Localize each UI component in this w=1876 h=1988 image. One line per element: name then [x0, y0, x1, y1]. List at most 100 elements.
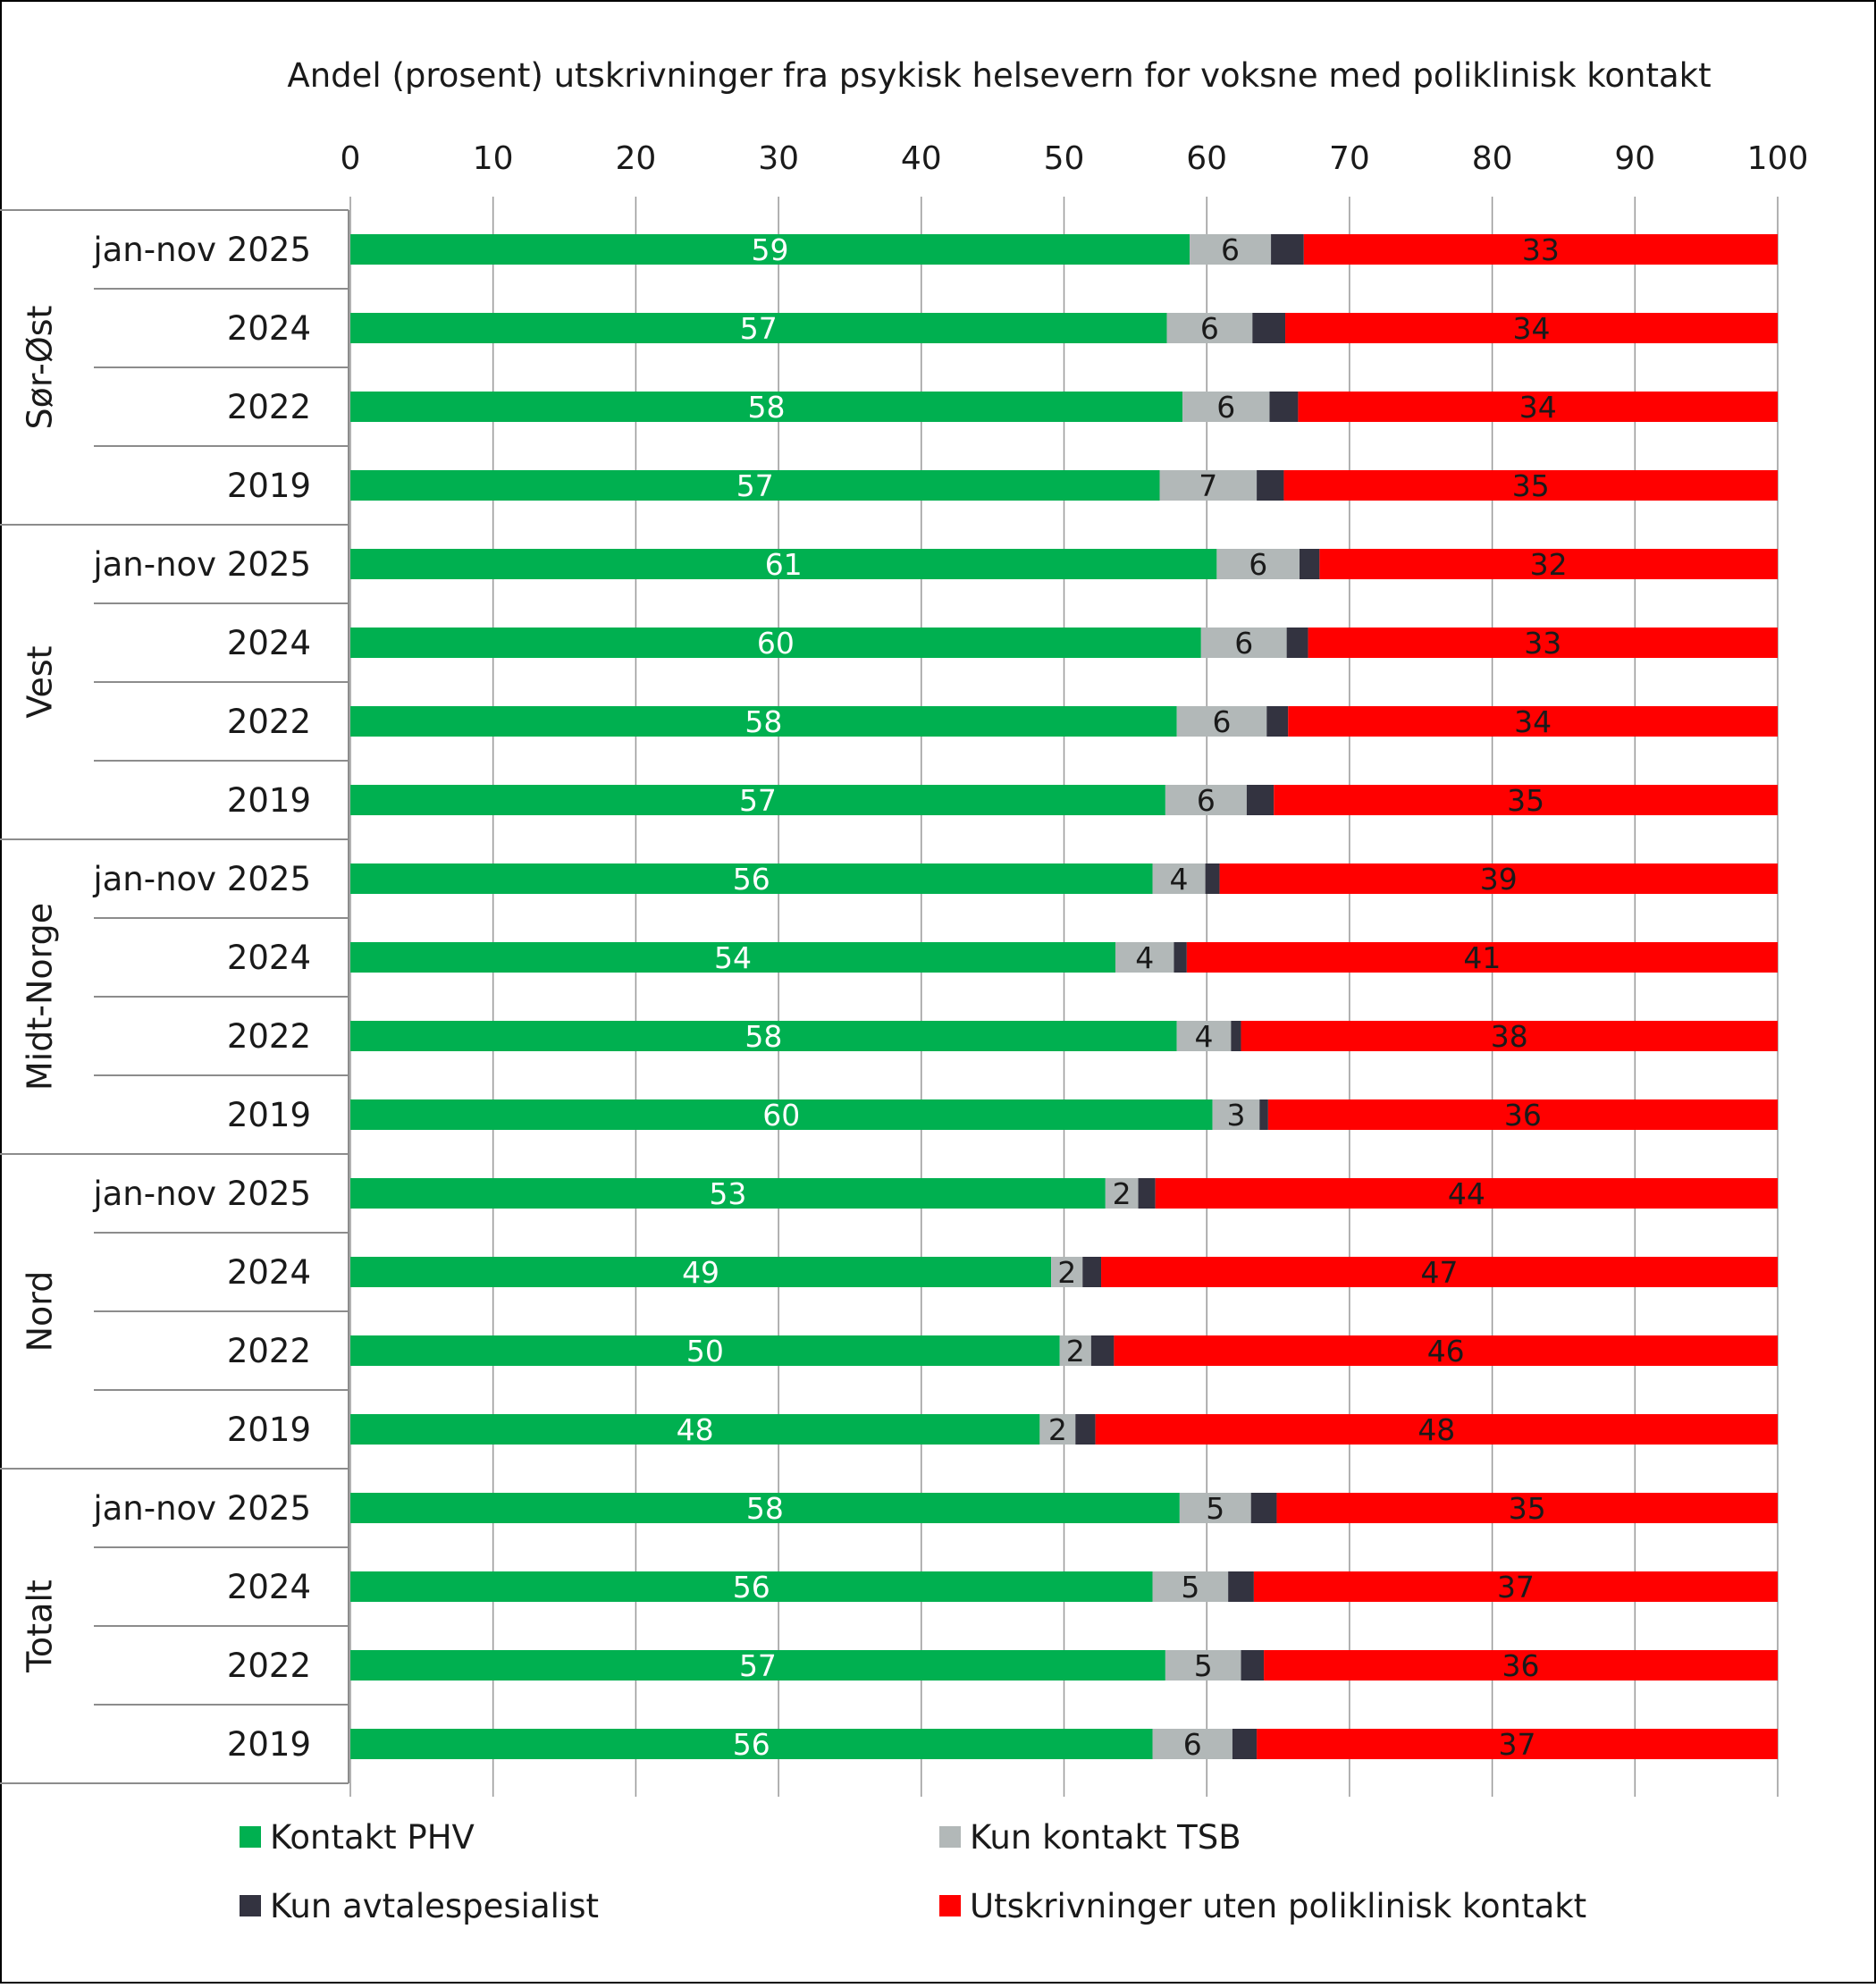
- bar-segment: [1190, 234, 1272, 265]
- bar-segment: [350, 1257, 1052, 1287]
- data-label: 57: [739, 783, 777, 818]
- bar-segment: [1308, 628, 1778, 658]
- data-label: 60: [762, 1098, 800, 1133]
- data-label: 6: [1221, 232, 1240, 267]
- data-label: 57: [739, 1648, 777, 1683]
- bar-segment: [1288, 706, 1778, 737]
- bar-segment: [1231, 1021, 1241, 1051]
- legend-swatch: [240, 1895, 261, 1916]
- category-label: jan-nov 2025: [92, 231, 311, 269]
- bar-segment: [1241, 1650, 1265, 1681]
- category-label: 2024: [227, 624, 311, 662]
- bar-segment: [1298, 392, 1778, 422]
- data-label: 4: [1195, 1019, 1214, 1054]
- bar-segment: [1276, 1493, 1778, 1523]
- data-label: 5: [1206, 1491, 1224, 1526]
- group-label: Vest: [21, 645, 60, 718]
- bar-segment: [350, 234, 1190, 265]
- data-label: 36: [1502, 1648, 1540, 1683]
- bar-segment: [1155, 1178, 1778, 1209]
- data-label: 53: [709, 1176, 746, 1211]
- category-label: 2024: [227, 309, 311, 348]
- bar-segment: [1159, 470, 1258, 501]
- bar-segment: [350, 1335, 1060, 1366]
- group-label: Midt-Norge: [21, 903, 60, 1091]
- data-label: 6: [1249, 547, 1267, 582]
- data-label: 56: [733, 1570, 770, 1605]
- bar-segment: [1232, 1729, 1258, 1759]
- data-label: 47: [1421, 1255, 1459, 1290]
- data-label: 2: [1048, 1412, 1067, 1447]
- data-label: 58: [745, 704, 782, 739]
- data-label: 6: [1234, 626, 1253, 661]
- x-tick-label: 80: [1472, 140, 1513, 177]
- data-label: 34: [1514, 704, 1552, 739]
- category-label: 2024: [227, 939, 311, 977]
- bar-segment: [1241, 1021, 1778, 1051]
- bar-segment: [350, 706, 1177, 737]
- bar-segment: [1090, 1335, 1115, 1366]
- data-label: 37: [1499, 1727, 1536, 1762]
- bar-segment: [1166, 313, 1253, 343]
- bar-segment: [1152, 1729, 1232, 1759]
- bar-segment: [1115, 942, 1174, 973]
- bar-segment: [1219, 863, 1778, 894]
- data-label: 6: [1212, 704, 1231, 739]
- data-label: 5: [1194, 1648, 1213, 1683]
- bar-segment: [350, 1099, 1213, 1130]
- category-label: jan-nov 2025: [92, 860, 311, 898]
- data-label: 32: [1530, 547, 1568, 582]
- legend-swatch: [240, 1826, 261, 1848]
- data-label: 37: [1497, 1570, 1535, 1605]
- bar-segment: [1257, 470, 1284, 501]
- data-label: 39: [1480, 862, 1518, 897]
- category-label: 2019: [227, 1725, 311, 1764]
- bar-segment: [1082, 1257, 1102, 1287]
- data-label: 6: [1197, 783, 1216, 818]
- data-label: 50: [686, 1334, 724, 1369]
- data-label: 35: [1512, 468, 1550, 503]
- data-label: 60: [757, 626, 795, 661]
- category-label: 2019: [227, 467, 311, 505]
- bar-segment: [350, 470, 1160, 501]
- bar-segment: [350, 549, 1217, 579]
- bar-segment: [1165, 1650, 1241, 1681]
- data-label: 36: [1504, 1098, 1542, 1133]
- category-label: 2024: [227, 1568, 311, 1606]
- category-label: 2019: [227, 1411, 311, 1449]
- data-label: 48: [677, 1412, 714, 1447]
- bar-segment: [1205, 863, 1220, 894]
- bar-segment: [1300, 549, 1320, 579]
- bar-segment: [1059, 1335, 1091, 1366]
- x-tick-label: 70: [1329, 140, 1370, 177]
- bar-segment: [1176, 706, 1267, 737]
- bar-segment: [1285, 313, 1778, 343]
- data-label: 6: [1183, 1727, 1202, 1762]
- bar-segment: [1266, 706, 1289, 737]
- x-tick-label: 30: [758, 140, 799, 177]
- x-tick-label: 50: [1044, 140, 1085, 177]
- data-label: 7: [1199, 468, 1217, 503]
- legend-swatch: [939, 1895, 961, 1916]
- bar-segment: [1114, 1335, 1778, 1366]
- data-label: 46: [1427, 1334, 1465, 1369]
- bar-segment: [1095, 1414, 1778, 1445]
- group-label: Nord: [21, 1271, 60, 1352]
- data-label: 35: [1507, 783, 1544, 818]
- bar-segment: [350, 1493, 1180, 1523]
- data-label: 54: [714, 940, 752, 975]
- bar-segment: [1152, 1571, 1229, 1602]
- bar-segment: [1186, 942, 1778, 973]
- data-label: 38: [1491, 1019, 1528, 1054]
- x-tick-label: 60: [1186, 140, 1227, 177]
- category-label: 2019: [227, 781, 311, 820]
- bar-segment: [350, 1650, 1165, 1681]
- bar-segment: [1250, 1493, 1277, 1523]
- bar-segment: [1165, 785, 1247, 815]
- bar-segment: [1271, 234, 1304, 265]
- bar-segment: [350, 863, 1153, 894]
- data-label: 2: [1057, 1255, 1076, 1290]
